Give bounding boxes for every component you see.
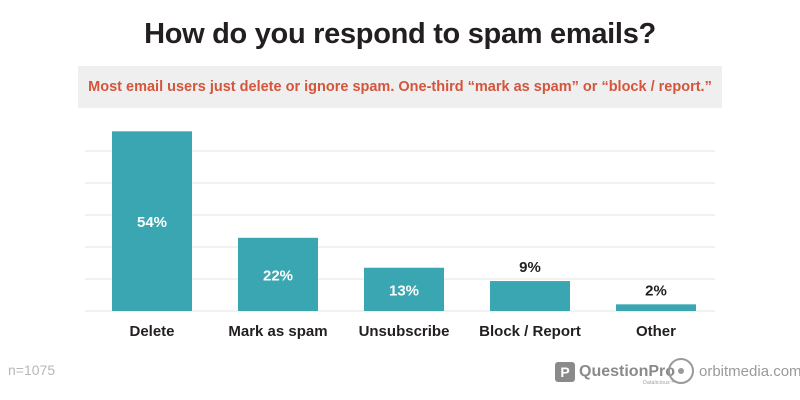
data-label: 22% <box>263 267 293 284</box>
orbitmedia-logo: orbitmedia.com <box>668 355 800 387</box>
questionpro-tagline: Datalicious™ <box>643 380 676 386</box>
data-label: 9% <box>519 259 541 276</box>
bar <box>616 304 696 311</box>
category-label: Mark as spam <box>228 323 327 340</box>
bar <box>490 281 570 311</box>
category-label: Delete <box>129 323 174 340</box>
orbit-dot-icon <box>678 368 684 374</box>
chart-subtitle: Most email users just delete or ignore s… <box>88 79 712 95</box>
category-label: Other <box>636 323 676 340</box>
subtitle-banner: Most email users just delete or ignore s… <box>78 66 722 108</box>
questionpro-mark-icon: P <box>555 362 575 382</box>
bar <box>364 267 444 311</box>
bar <box>238 237 318 311</box>
orbitmedia-name: orbitmedia.com <box>699 362 800 380</box>
data-label: 13% <box>389 282 419 299</box>
orbit-ring-icon <box>668 358 694 384</box>
questionpro-name: QuestionPro Datalicious™ <box>579 363 676 386</box>
category-label: Unsubscribe <box>359 323 450 340</box>
questionpro-logo: P QuestionPro Datalicious™ <box>555 360 676 386</box>
data-label: 54% <box>137 214 167 231</box>
category-label: Block / Report <box>479 323 581 340</box>
chart-title: How do you respond to spam emails? <box>144 18 656 50</box>
data-label: 2% <box>645 282 667 299</box>
bar <box>112 131 192 311</box>
questionpro-name-text: QuestionPro <box>579 363 676 380</box>
sample-size: n=1075 <box>8 362 56 378</box>
